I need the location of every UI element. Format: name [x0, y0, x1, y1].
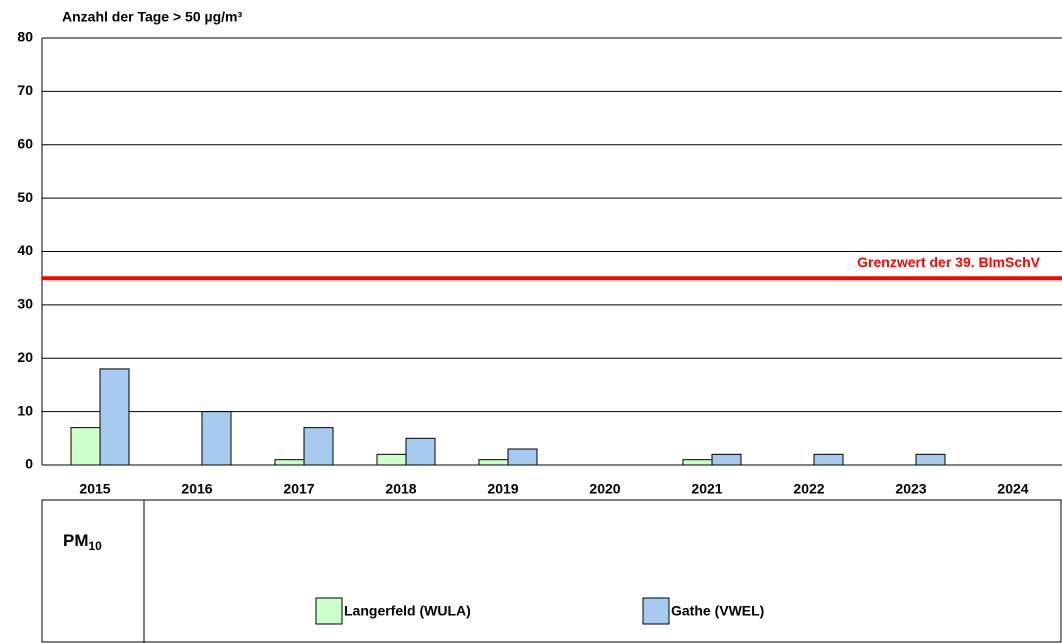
bar — [813, 453, 844, 466]
y-tick-label: 70 — [17, 82, 33, 98]
x-tick-label: 2017 — [283, 481, 314, 497]
y-tick-label: 80 — [17, 29, 33, 45]
bar — [915, 453, 946, 466]
x-tick-label: 2023 — [895, 481, 926, 497]
x-tick-label: 2022 — [793, 481, 824, 497]
y-tick-label: 30 — [17, 296, 33, 312]
x-tick-label: 2024 — [997, 481, 1028, 497]
y-tick-label: 0 — [25, 456, 33, 472]
bar — [303, 427, 334, 466]
bar — [405, 437, 436, 466]
bar — [99, 368, 130, 466]
legend-title: PM10 — [63, 531, 102, 553]
x-tick-label: 2020 — [589, 481, 620, 497]
bar — [682, 459, 713, 466]
y-tick-label: 40 — [17, 242, 33, 258]
y-tick-label: 10 — [17, 402, 33, 418]
y-tick-label: 20 — [17, 349, 33, 365]
bar — [478, 459, 509, 466]
threshold-label: Grenzwert der 39. BImSchV — [857, 254, 1041, 270]
legend-box — [41, 499, 1062, 643]
y-tick-label: 60 — [17, 135, 33, 151]
legend-swatch — [315, 597, 343, 625]
x-tick-label: 2016 — [181, 481, 212, 497]
bar — [201, 411, 232, 466]
legend-title-sub: 10 — [89, 539, 103, 553]
bar — [274, 459, 305, 466]
x-tick-label: 2018 — [385, 481, 416, 497]
y-axis-label: Anzahl der Tage > 50 µg/m³ — [62, 9, 242, 25]
legend-label: Gathe (VWEL) — [671, 603, 764, 619]
legend-label: Langerfeld (WULA) — [344, 603, 471, 619]
x-tick-label: 2015 — [79, 481, 110, 497]
legend-swatch — [642, 597, 670, 625]
bar — [70, 427, 101, 466]
bar — [376, 453, 407, 466]
legend-title-main: PM — [63, 531, 89, 550]
bar — [711, 453, 742, 466]
x-tick-label: 2021 — [691, 481, 722, 497]
x-tick-label: 2019 — [487, 481, 518, 497]
bar — [507, 448, 538, 466]
y-tick-label: 50 — [17, 189, 33, 205]
